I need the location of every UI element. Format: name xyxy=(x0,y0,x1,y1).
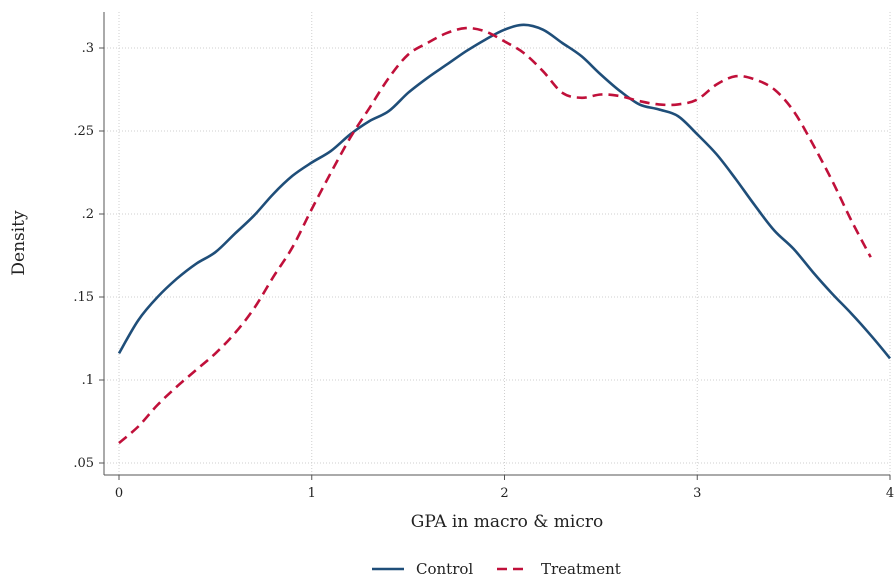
y-tick-label: .05 xyxy=(73,456,94,471)
y-tick-label: .25 xyxy=(73,124,94,139)
tick-labels: .05 .1 .15 .2 .25 .3 0 1 2 3 4 xyxy=(73,41,894,501)
control-line xyxy=(117,23,892,360)
y-tick-label: .15 xyxy=(73,290,94,305)
x-tick-label: 1 xyxy=(308,486,316,501)
x-tick-label: 3 xyxy=(693,486,701,501)
y-tick-label: .1 xyxy=(82,373,94,388)
legend-label-control: Control xyxy=(416,560,473,578)
treatment-line xyxy=(118,26,872,445)
x-axis-title: GPA in macro & micro xyxy=(411,512,603,532)
grid-lines xyxy=(104,12,891,475)
x-tick-label: 0 xyxy=(115,486,123,501)
y-tick-label: .2 xyxy=(82,207,94,222)
legend-label-treatment: Treatment xyxy=(541,560,621,578)
x-tick-label: 2 xyxy=(500,486,508,501)
x-tick-label: 4 xyxy=(886,486,894,501)
axes xyxy=(99,12,891,480)
series-lines xyxy=(117,23,892,445)
y-tick-label: .3 xyxy=(82,41,94,56)
y-axis-title: Density xyxy=(9,210,29,276)
legend: Control Treatment xyxy=(372,560,621,578)
